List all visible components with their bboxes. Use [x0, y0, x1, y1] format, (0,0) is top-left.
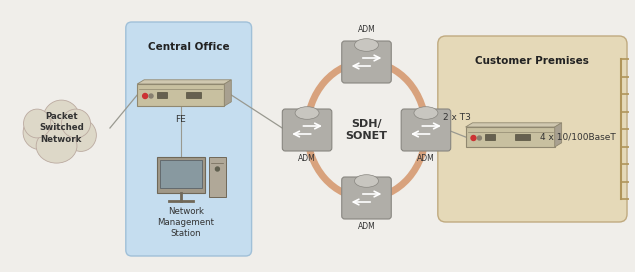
- Circle shape: [471, 135, 476, 141]
- Ellipse shape: [62, 109, 91, 138]
- Circle shape: [149, 94, 153, 98]
- Ellipse shape: [414, 107, 438, 119]
- Text: Packet
Switched
Network: Packet Switched Network: [39, 112, 84, 144]
- Polygon shape: [555, 123, 561, 147]
- Circle shape: [143, 94, 147, 98]
- Bar: [485, 134, 495, 140]
- Ellipse shape: [36, 129, 77, 163]
- Bar: [185, 92, 201, 98]
- Bar: [137, 84, 224, 106]
- Text: 4 x 10/100BaseT: 4 x 10/100BaseT: [540, 132, 615, 141]
- Circle shape: [478, 136, 481, 140]
- Text: ADM: ADM: [298, 154, 316, 163]
- FancyBboxPatch shape: [401, 109, 451, 151]
- Text: ADM: ADM: [417, 154, 435, 163]
- Ellipse shape: [295, 107, 319, 119]
- Ellipse shape: [43, 100, 80, 138]
- FancyBboxPatch shape: [342, 41, 391, 83]
- Ellipse shape: [65, 119, 97, 152]
- FancyBboxPatch shape: [438, 36, 627, 222]
- Bar: [157, 157, 204, 193]
- Text: FE: FE: [175, 115, 186, 124]
- Bar: [160, 160, 201, 188]
- Text: 2 x T3: 2 x T3: [443, 113, 471, 122]
- Text: Central Office: Central Office: [148, 42, 229, 52]
- Bar: [157, 92, 167, 98]
- Text: SDH/
SONET: SDH/ SONET: [345, 119, 387, 141]
- FancyBboxPatch shape: [342, 177, 391, 219]
- Text: ADM: ADM: [358, 222, 375, 231]
- Polygon shape: [465, 123, 561, 127]
- FancyBboxPatch shape: [126, 22, 251, 256]
- Polygon shape: [224, 80, 231, 106]
- Text: Network
Management
Station: Network Management Station: [157, 207, 214, 238]
- Circle shape: [215, 167, 220, 171]
- Ellipse shape: [23, 109, 51, 138]
- Bar: [465, 127, 555, 147]
- Ellipse shape: [354, 175, 378, 187]
- Bar: [208, 157, 226, 197]
- Text: Customer Premises: Customer Premises: [476, 56, 589, 66]
- Ellipse shape: [354, 39, 378, 51]
- Text: ADM: ADM: [358, 25, 375, 34]
- Bar: [515, 134, 530, 140]
- Polygon shape: [137, 80, 231, 84]
- Ellipse shape: [23, 115, 57, 150]
- FancyBboxPatch shape: [283, 109, 332, 151]
